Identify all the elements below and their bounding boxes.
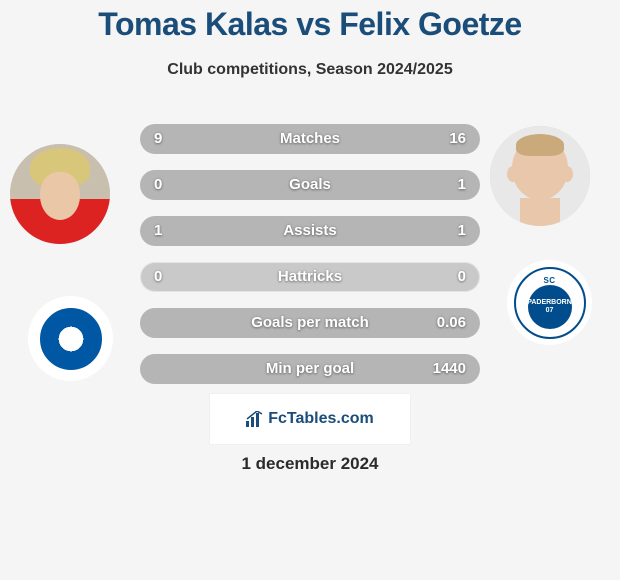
bar-fill-right <box>140 308 480 338</box>
bar-value-right: 0 <box>458 262 466 292</box>
bar-fill-right <box>262 124 480 154</box>
bar-row-assists: 1 Assists 1 <box>140 216 480 246</box>
page-title: Tomas Kalas vs Felix Goetze <box>0 0 620 43</box>
bar-row-matches: 9 Matches 16 <box>140 124 480 154</box>
subtitle: Club competitions, Season 2024/2025 <box>0 61 620 79</box>
bar-row-goals: 0 Goals 1 <box>140 170 480 200</box>
bar-label: Hattricks <box>140 262 480 292</box>
player-left-avatar <box>10 144 110 244</box>
chart-icon <box>246 411 264 427</box>
bar-value-left: 0 <box>154 262 162 292</box>
bar-fill-right <box>140 170 480 200</box>
bar-row-min-per-goal: Min per goal 1440 <box>140 354 480 384</box>
bar-row-goals-per-match: Goals per match 0.06 <box>140 308 480 338</box>
date-label: 1 december 2024 <box>0 454 620 474</box>
branding-text: FcTables.com <box>268 410 374 428</box>
player-left-club-logo <box>28 296 113 381</box>
bar-fill-left <box>140 124 262 154</box>
player-right-avatar <box>490 126 590 226</box>
comparison-bars: 9 Matches 16 0 Goals 1 1 Assists 1 0 Hat… <box>140 124 480 400</box>
player-right-club-logo: SC PADERBORN07 <box>507 260 592 345</box>
branding-badge: FcTables.com <box>210 394 410 444</box>
bar-fill-left <box>140 216 310 246</box>
bar-row-hattricks: 0 Hattricks 0 <box>140 262 480 292</box>
bar-fill-right <box>310 216 480 246</box>
bar-fill-right <box>140 354 480 384</box>
